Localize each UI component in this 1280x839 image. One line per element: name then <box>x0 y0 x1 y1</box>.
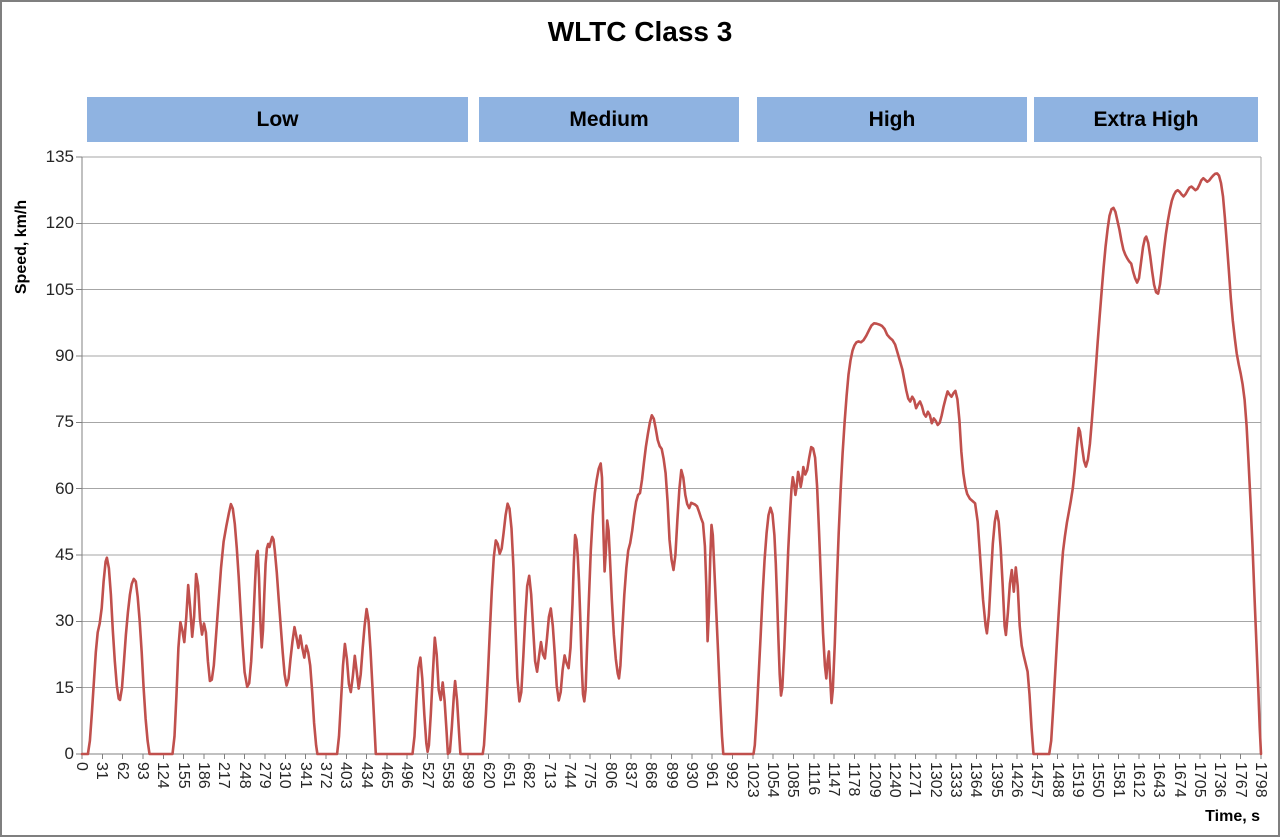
x-tick-label: 403 <box>337 762 355 789</box>
x-tick-label: 1240 <box>886 762 904 798</box>
x-tick-label: 31 <box>93 762 111 780</box>
x-tick-label: 620 <box>479 762 497 789</box>
x-tick-label: 1705 <box>1191 762 1209 798</box>
x-tick-label: 558 <box>438 762 456 789</box>
x-tick-label: 434 <box>357 762 375 789</box>
x-tick-label: 868 <box>642 762 660 789</box>
x-tick-label: 310 <box>276 762 294 789</box>
x-tick-label: 527 <box>418 762 436 789</box>
x-tick-label: 1488 <box>1048 762 1066 798</box>
y-tick-label: 105 <box>45 279 74 299</box>
x-tick-label: 1395 <box>987 762 1005 798</box>
x-tick-label: 651 <box>499 762 517 789</box>
x-tick-label: 961 <box>703 762 721 789</box>
x-tick-label: 930 <box>682 762 700 789</box>
x-tick-label: 0 <box>73 762 90 771</box>
x-tick-label: 1674 <box>1170 762 1188 798</box>
x-tick-label: 682 <box>520 762 538 789</box>
x-tick-label: 1612 <box>1130 762 1148 798</box>
x-tick-label: 1736 <box>1211 762 1229 798</box>
x-tick-label: 372 <box>316 762 334 789</box>
x-tick-label: 124 <box>154 762 172 789</box>
x-tick-label: 837 <box>621 762 639 789</box>
phase-banner-extra-high: Extra High <box>1034 97 1258 142</box>
x-tick-label: 279 <box>255 762 273 789</box>
x-tick-label: 1147 <box>825 762 843 797</box>
y-tick-label: 30 <box>55 611 74 631</box>
x-tick-label: 1798 <box>1252 762 1269 798</box>
y-tick-label: 135 <box>45 147 74 166</box>
speed-trace <box>80 172 1263 756</box>
x-tick-label: 62 <box>113 762 131 780</box>
y-tick-label: 0 <box>64 744 74 763</box>
x-tick-label: 899 <box>662 762 680 789</box>
y-tick-label: 45 <box>55 545 74 564</box>
x-tick-label: 713 <box>540 762 558 789</box>
chart-title: WLTC Class 3 <box>547 16 733 47</box>
y-axis-title: Speed, km/h <box>13 199 30 295</box>
x-tick-label: 992 <box>723 762 741 789</box>
phase-banner-high: High <box>757 97 1027 142</box>
y-tick-label: 90 <box>55 346 74 365</box>
x-tick-label: 1023 <box>743 762 761 798</box>
x-tick-label: 1333 <box>947 762 965 798</box>
phase-banner-medium: Medium <box>479 97 739 142</box>
x-tick-label: 217 <box>215 762 233 789</box>
x-tick-label: 1302 <box>926 762 944 798</box>
y-tick-label: 75 <box>55 412 74 432</box>
x-tick-label: 341 <box>296 762 314 789</box>
x-tick-label: 465 <box>377 762 395 789</box>
x-tick-label: 806 <box>601 762 619 789</box>
x-tick-label: 1457 <box>1028 762 1046 798</box>
x-axis-title: Time, s <box>1205 808 1260 825</box>
x-tick-label: 1178 <box>845 762 863 797</box>
x-tick-label: 1550 <box>1089 762 1107 798</box>
x-tick-label: 155 <box>174 762 192 789</box>
x-tick-label: 186 <box>194 762 212 789</box>
x-tick-label: 1085 <box>784 762 802 798</box>
y-tick-label: 60 <box>55 478 74 498</box>
x-tick-label: 496 <box>398 762 416 789</box>
x-tick-label: 744 <box>560 762 578 789</box>
x-tick-label: 1116 <box>804 762 822 796</box>
x-tick-label: 1271 <box>906 762 924 798</box>
x-tick-label: 1364 <box>967 762 985 798</box>
x-tick-label: 1519 <box>1069 762 1087 798</box>
y-tick-label: 15 <box>55 677 74 697</box>
x-tick-label: 93 <box>133 762 151 780</box>
x-tick-label: 589 <box>459 762 477 789</box>
x-tick-label: 1209 <box>865 762 883 798</box>
x-tick-label: 1643 <box>1150 762 1168 798</box>
x-tick-label: 1767 <box>1231 762 1249 798</box>
x-tick-label: 1426 <box>1008 762 1026 798</box>
x-tick-label: 775 <box>581 762 599 789</box>
y-tick-label: 120 <box>45 213 74 233</box>
phase-banner-low: Low <box>87 97 468 142</box>
x-tick-label: 248 <box>235 762 253 789</box>
x-tick-label: 1054 <box>764 762 782 798</box>
x-tick-label: 1581 <box>1109 762 1127 798</box>
